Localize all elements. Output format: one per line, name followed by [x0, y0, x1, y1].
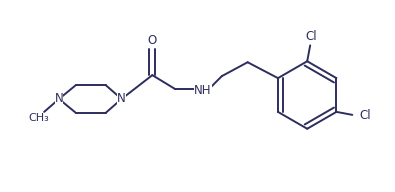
Text: Cl: Cl [359, 109, 371, 122]
Text: O: O [148, 34, 157, 47]
Text: N: N [117, 93, 126, 105]
Text: Cl: Cl [305, 30, 317, 43]
Text: CH₃: CH₃ [29, 113, 49, 123]
Text: N: N [55, 93, 63, 105]
Text: NH: NH [194, 84, 212, 97]
